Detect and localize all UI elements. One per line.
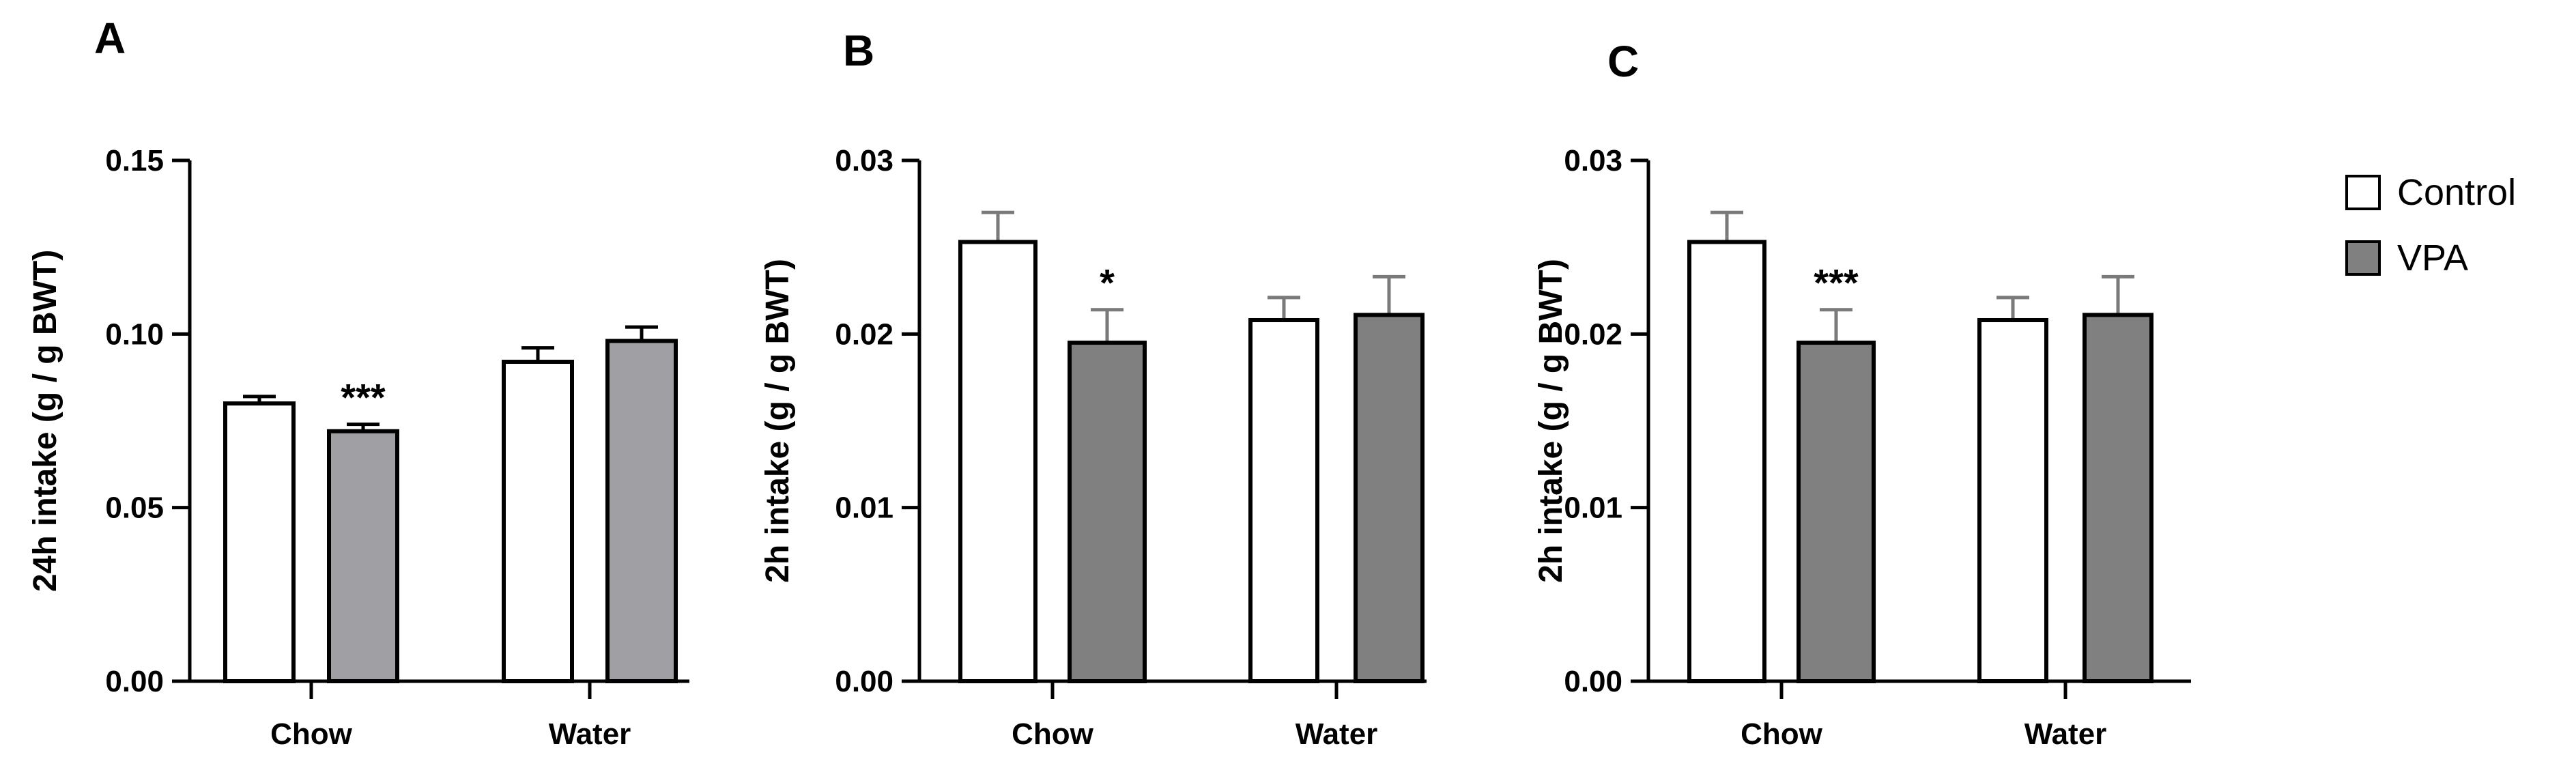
panel-a-bar-control-water [502, 360, 574, 683]
panel-a-x-tick-label: Water [549, 717, 631, 751]
panel-a-x-tick-label: Chow [270, 717, 353, 751]
panel-a-bar-vpa-chow [327, 429, 399, 683]
panel-a-y-tick-label: 0.10 [105, 317, 164, 351]
panel-c-bar-vpa-chow [1797, 341, 1876, 683]
panel-b-x-tick-label: Chow [1012, 717, 1094, 751]
panel-b-letter: B [843, 26, 874, 75]
panel-b-bar-vpa-water [1354, 313, 1425, 683]
panel-b-x-tick-label: Water [1296, 717, 1378, 751]
panel-c-x-tick-label: Water [2024, 717, 2107, 751]
panel-c-y-tick-label: 0.01 [1564, 491, 1622, 525]
panel-b-bar-control-water [1248, 317, 1319, 683]
legend: Control VPA [2345, 172, 2516, 278]
panel-a-y-tick-label: 0.15 [105, 144, 164, 177]
panel-a-bar-vpa-water [605, 339, 678, 683]
panel-c-significance-label: *** [1814, 261, 1859, 304]
panel-a: A 24h intake (g / g BWT) 0.00 0.05 0.10 0.15 C… [27, 14, 689, 751]
panel-c-bar-vpa-water [2083, 313, 2153, 683]
panel-a-bar-control-chow [223, 401, 296, 683]
legend-swatch-control [2345, 175, 2381, 210]
panel-b: B 2h intake (g / g BWT) 0.00 0.01 0.02 0.03 Ch… [760, 26, 1427, 751]
legend-label-vpa: VPA [2397, 238, 2468, 278]
panel-c-bar-control-water [1977, 317, 2048, 683]
panel-b-y-axis-title: 2h intake (g / g BWT) [760, 259, 796, 583]
panel-c-letter: C [1607, 37, 1639, 86]
panel-b-y-tick-label: 0.00 [835, 665, 893, 698]
panel-c-x-tick-label: Chow [1741, 717, 1823, 751]
panel-c-y-tick-label: 0.02 [1564, 317, 1622, 351]
panel-b-bar-vpa-chow [1068, 341, 1147, 683]
panel-b-bar-control-chow [958, 240, 1037, 683]
legend-label-control: Control [2397, 172, 2516, 213]
panel-c-bar-control-chow [1687, 240, 1766, 683]
panel-c: C 2h intake (g / g BWT) 0.00 0.01 0.02 0.03 Ch… [1533, 37, 2191, 751]
panel-c-y-tick-label: 0.00 [1564, 665, 1622, 698]
panel-b-y-tick-label: 0.03 [835, 144, 893, 177]
panel-c-y-axis-title: 2h intake (g / g BWT) [1533, 259, 1569, 583]
panel-a-significance-label: *** [341, 376, 386, 419]
panel-a-y-tick-label: 0.05 [105, 491, 164, 525]
panel-a-y-tick-label: 0.00 [105, 665, 164, 698]
panel-b-significance-label: * [1100, 261, 1115, 304]
panel-b-y-tick-label: 0.01 [835, 491, 893, 525]
panel-c-y-tick-label: 0.03 [1564, 144, 1622, 177]
panel-a-y-axis-title: 24h intake (g / g BWT) [27, 250, 63, 592]
legend-swatch-vpa [2345, 240, 2381, 276]
panel-a-letter: A [94, 14, 126, 63]
panel-b-y-tick-label: 0.02 [835, 317, 893, 351]
